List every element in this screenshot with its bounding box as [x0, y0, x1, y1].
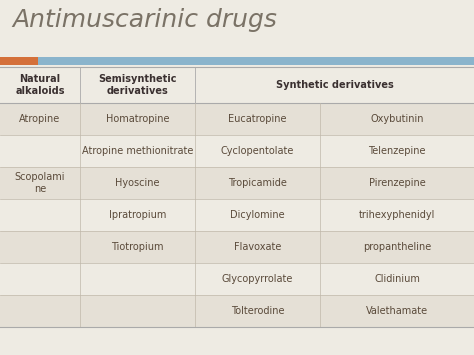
Text: Clidinium: Clidinium: [374, 274, 420, 284]
Text: Glycopyrrolate: Glycopyrrolate: [222, 274, 293, 284]
Bar: [0, 103, 474, 135]
Text: Atropine methionitrate: Atropine methionitrate: [82, 146, 193, 156]
Text: Eucatropine: Eucatropine: [228, 114, 287, 124]
Text: Valethamate: Valethamate: [366, 306, 428, 316]
Bar: [0, 135, 474, 167]
Text: Tolterodine: Tolterodine: [231, 306, 284, 316]
Bar: [0, 67, 474, 103]
Text: Antimuscarinic drugs: Antimuscarinic drugs: [12, 8, 277, 32]
Bar: [0, 295, 474, 327]
Text: Natural
alkaloids: Natural alkaloids: [15, 74, 65, 96]
Text: propantheline: propantheline: [363, 242, 431, 252]
Text: trihexyphenidyl: trihexyphenidyl: [359, 210, 435, 220]
Text: Synthetic derivatives: Synthetic derivatives: [275, 80, 393, 90]
Text: Dicylomine: Dicylomine: [230, 210, 285, 220]
Bar: [38, 57, 474, 65]
Text: Ipratropium: Ipratropium: [109, 210, 166, 220]
Text: Oxybutinin: Oxybutinin: [370, 114, 424, 124]
Bar: [0, 167, 474, 199]
Text: Homatropine: Homatropine: [106, 114, 169, 124]
Text: Hyoscine: Hyoscine: [115, 178, 160, 188]
Text: Pirenzepine: Pirenzepine: [369, 178, 425, 188]
Text: Telenzepine: Telenzepine: [368, 146, 426, 156]
Text: Atropine: Atropine: [19, 114, 61, 124]
Text: Tiotropium: Tiotropium: [111, 242, 164, 252]
Bar: [0, 199, 474, 231]
Text: Scopolami
ne: Scopolami ne: [15, 172, 65, 194]
Bar: [0, 263, 474, 295]
Text: Tropicamide: Tropicamide: [228, 178, 287, 188]
Text: Semisynthetic
derivatives: Semisynthetic derivatives: [98, 74, 177, 96]
Text: Cyclopentolate: Cyclopentolate: [221, 146, 294, 156]
Text: Flavoxate: Flavoxate: [234, 242, 281, 252]
Bar: [0, 231, 474, 263]
Bar: [0, 57, 38, 65]
